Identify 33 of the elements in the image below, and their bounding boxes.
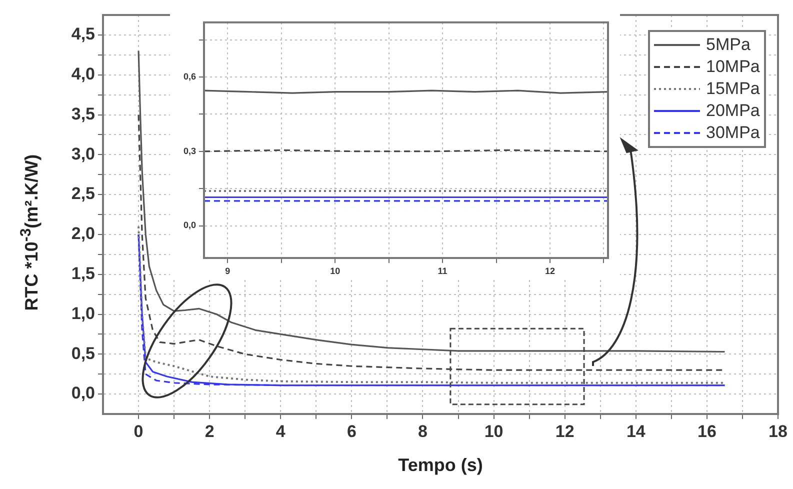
legend-label: 15MPa xyxy=(706,79,760,99)
y-tick-label: 0,0 xyxy=(183,220,196,230)
x-tick-label: 8 xyxy=(418,422,428,441)
legend-label: 30MPa xyxy=(706,123,760,143)
y-tick-label: 0,6 xyxy=(183,71,196,82)
y-tick-label: 0,3 xyxy=(183,146,196,156)
x-tick-label: 4 xyxy=(276,422,286,441)
x-tick-label: 2 xyxy=(204,422,214,441)
x-tick-label: 10 xyxy=(330,266,340,276)
x-axis-title: Tempo (s) xyxy=(397,455,484,476)
x-tick-label: 10 xyxy=(484,422,504,441)
y-tick-label: 0,0 xyxy=(71,384,95,403)
legend-label: 5MPa xyxy=(706,35,750,55)
y-tick-label: 3,5 xyxy=(71,104,95,124)
x-tick-label: 9 xyxy=(225,266,230,276)
x-tick-label: 18 xyxy=(768,422,788,441)
y-tick-label: 4,0 xyxy=(71,64,95,84)
x-tick-label: 14 xyxy=(626,422,646,441)
x-tick-label: 11 xyxy=(438,266,448,276)
x-tick-label: 12 xyxy=(555,422,574,441)
y-tick-label: 1,5 xyxy=(71,264,95,284)
y-tick-label: 0,5 xyxy=(71,344,95,363)
x-tick-label: 16 xyxy=(697,422,716,441)
y-tick-label: 4,5 xyxy=(71,24,95,44)
legend-label: 20MPa xyxy=(706,101,760,121)
x-tick-label: 6 xyxy=(346,422,356,441)
y-tick-label: 1,0 xyxy=(71,304,95,323)
y-tick-label: 2,0 xyxy=(71,224,95,244)
y-tick-label: 2,5 xyxy=(71,184,95,204)
legend-label: 10MPa xyxy=(706,57,760,77)
x-tick-label: 0 xyxy=(134,422,144,441)
x-tick-label: 12 xyxy=(544,266,555,276)
y-tick-label: 3,0 xyxy=(71,144,95,164)
